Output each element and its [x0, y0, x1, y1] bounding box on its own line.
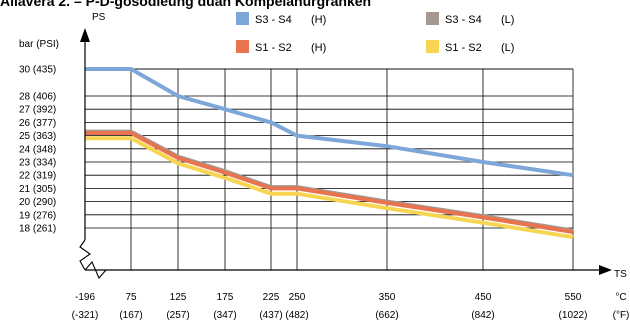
x-axis-arrow	[599, 265, 612, 275]
y-tick-label: 28 (406)	[19, 92, 56, 103]
y-tick-label: 27 (392)	[19, 105, 56, 116]
y-tick-label: 25 (363)	[19, 131, 56, 142]
x-tick-label-c: 175	[217, 292, 234, 303]
y-tick-label: 22 (319)	[19, 171, 56, 182]
y-axis-break	[79, 239, 91, 271]
legend-series-tag: (H)	[311, 42, 326, 54]
y-tick-labels: 30 (435) 28 (406) 27 (392) 26 (377) 25 (363)…	[19, 65, 56, 235]
x-tick-label-c: 225	[263, 292, 280, 303]
y-tick-label: 30 (435)	[19, 65, 56, 76]
y-tick-label: 18 (261)	[19, 224, 56, 235]
axes: PS bar (PSI) TS	[19, 12, 627, 280]
legend-series-tag: (L)	[501, 14, 514, 26]
y-tick-label: 19 (276)	[19, 210, 56, 221]
legend-swatch	[236, 12, 249, 25]
legend-swatch	[426, 40, 439, 53]
x-unit-c: °C	[615, 292, 626, 303]
x-tick-label-f: (842)	[471, 310, 494, 321]
y-tick-label: 24 (348)	[19, 144, 56, 155]
x-tick-label-c: 450	[475, 292, 492, 303]
x-tick-label-f: (167)	[119, 310, 142, 321]
y-axis-arrow	[80, 28, 90, 42]
x-unit-f: (°F)	[613, 310, 630, 321]
legend-series-name: S1 - S2	[445, 42, 482, 54]
legend-series-name: S3 - S4	[445, 14, 482, 26]
y-tick-label: 20 (290)	[19, 197, 56, 208]
series-line-3	[85, 136, 574, 240]
x-tick-label-f: (437)	[259, 310, 282, 321]
x-tick-label-f: (-321)	[72, 310, 99, 321]
legend-swatch	[426, 12, 439, 25]
y-tick-label: 26 (377)	[19, 118, 56, 129]
legend: S3 - S4 (H) S3 - S4 (L) S1 - S2 (H) S1 - S2 (L)	[236, 12, 514, 54]
x-tick-labels: -196 (-321) 75 (167) 125 (257) 175 (347) 225 (437…	[72, 292, 630, 321]
legend-series-tag: (H)	[311, 14, 326, 26]
x-tick-label-f: (1022)	[559, 310, 588, 321]
grid	[85, 68, 574, 270]
x-axis-break	[84, 260, 107, 280]
x-tick-label-c: 75	[125, 292, 137, 303]
x-tick-label-c: 350	[379, 292, 396, 303]
series-lines	[85, 67, 574, 240]
legend-series-name: S1 - S2	[255, 42, 292, 54]
y-axis-unit: bar (PSI)	[19, 39, 59, 50]
x-tick-label-c: -196	[75, 292, 95, 303]
chart-title: Allavera 2. – P-D-gosodleung duan Kompel…	[0, 0, 372, 9]
x-tick-label-f: (347)	[213, 310, 236, 321]
legend-swatch	[236, 40, 249, 53]
x-tick-label-f: (482)	[285, 310, 308, 321]
x-tick-label-f: (257)	[166, 310, 189, 321]
x-tick-label-f: (662)	[375, 310, 398, 321]
legend-series-tag: (L)	[501, 42, 514, 54]
y-tick-label: 23 (334)	[19, 158, 56, 169]
x-tick-label-c: 550	[565, 292, 582, 303]
x-tick-label-c: 125	[170, 292, 187, 303]
y-tick-label: 21 (305)	[19, 184, 56, 195]
x-axis-name: TS	[614, 269, 627, 280]
series-line-2	[85, 131, 574, 234]
y-axis-name: PS	[92, 12, 106, 23]
x-tick-label-c: 250	[289, 292, 306, 303]
legend-series-name: S3 - S4	[255, 14, 292, 26]
series-line-0	[85, 67, 574, 178]
